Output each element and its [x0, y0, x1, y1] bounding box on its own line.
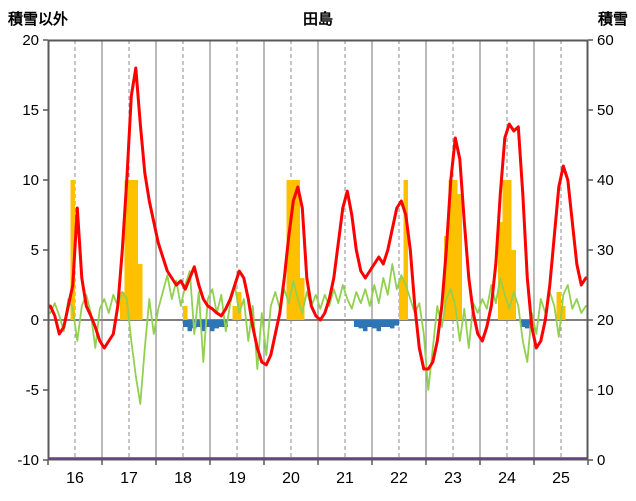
sunshine-bar [129, 180, 134, 320]
sunshine-bar [399, 278, 404, 320]
precipitation-bar [372, 320, 377, 329]
green-line [49, 263, 587, 405]
right-axis-tick-label: 60 [597, 32, 614, 49]
x-axis-day-label: 19 [228, 470, 246, 487]
precipitation-bar [385, 320, 390, 327]
sunshine-bar [120, 292, 125, 320]
left-axis-tick-label: 5 [31, 242, 39, 259]
precipitation-bar [381, 320, 386, 327]
right-axis-title: 積雪 [597, 11, 628, 28]
precipitation-bar [358, 320, 363, 329]
sunshine-bar [403, 180, 408, 320]
sunshine-bar [556, 292, 561, 320]
left-axis-tick-label: 15 [22, 102, 39, 119]
x-axis-day-label: 20 [282, 470, 300, 487]
sunshine-bar [498, 222, 503, 320]
right-axis-tick-label: 50 [597, 102, 614, 119]
x-axis-day-label: 22 [390, 470, 408, 487]
left-axis-tick-label: 10 [22, 172, 39, 189]
x-axis-day-label: 18 [174, 470, 192, 487]
left-axis-tick-label: -10 [17, 452, 39, 469]
precipitation-bar [390, 320, 395, 329]
sunshine-bar [561, 306, 566, 320]
x-axis-day-label: 24 [498, 470, 516, 487]
right-axis-tick-label: 30 [597, 242, 614, 259]
sunshine-bar [507, 180, 512, 320]
sunshine-bar [183, 306, 188, 320]
precipitation-bar [376, 320, 381, 332]
sunshine-bar [444, 236, 449, 320]
precipitation-bar [183, 320, 188, 327]
sunshine-bar [453, 180, 458, 320]
right-axis-tick-label: 20 [597, 312, 614, 329]
x-axis-day-label: 17 [120, 470, 138, 487]
sunshine-bar [70, 180, 75, 320]
right-axis-tick-label: 10 [597, 382, 614, 399]
precipitation-bar [196, 320, 201, 327]
left-axis-tick-label: 20 [22, 32, 39, 49]
precipitation-bar [363, 320, 368, 332]
sunshine-bar [457, 194, 462, 320]
sunshine-bar [295, 180, 300, 320]
left-axis-tick-label: -5 [26, 382, 39, 399]
x-axis-day-label: 21 [336, 470, 354, 487]
precipitation-bar [219, 320, 224, 327]
right-axis-tick-label: 40 [597, 172, 614, 189]
precipitation-bar [201, 320, 206, 332]
sunshine-bar [300, 278, 305, 320]
x-axis-day-label: 16 [66, 470, 84, 487]
plot-frame [47, 39, 589, 461]
precipitation-bar [354, 320, 359, 327]
sunshine-bar [138, 264, 143, 320]
precipitation-bar [367, 320, 372, 327]
sunshine-bar [232, 306, 237, 320]
left-axis-tick-label: 0 [31, 312, 39, 329]
left-axis-title: 積雪以外 [8, 11, 69, 28]
precipitation-bar [205, 320, 210, 327]
sunshine-bar [511, 250, 516, 320]
chart-title: 田島 [302, 11, 333, 28]
precipitation-bar [210, 320, 215, 332]
right-axis-tick-label: 0 [597, 452, 605, 469]
sunshine-bar [133, 180, 138, 320]
x-axis-day-label: 23 [444, 470, 462, 487]
sunshine-bar [124, 180, 129, 320]
precipitation-bar [394, 320, 399, 326]
precipitation-bar [187, 320, 192, 332]
precipitation-bar [214, 320, 219, 329]
sunshine-bar [237, 292, 242, 320]
temperature-red-line [48, 66, 588, 371]
sunshine-bar [291, 180, 296, 320]
precipitation-bar [520, 320, 525, 327]
precipitation-bar [525, 320, 530, 329]
sunshine-bar [448, 180, 453, 320]
x-axis-day-label: 25 [552, 470, 570, 487]
sunshine-bar [502, 180, 507, 320]
